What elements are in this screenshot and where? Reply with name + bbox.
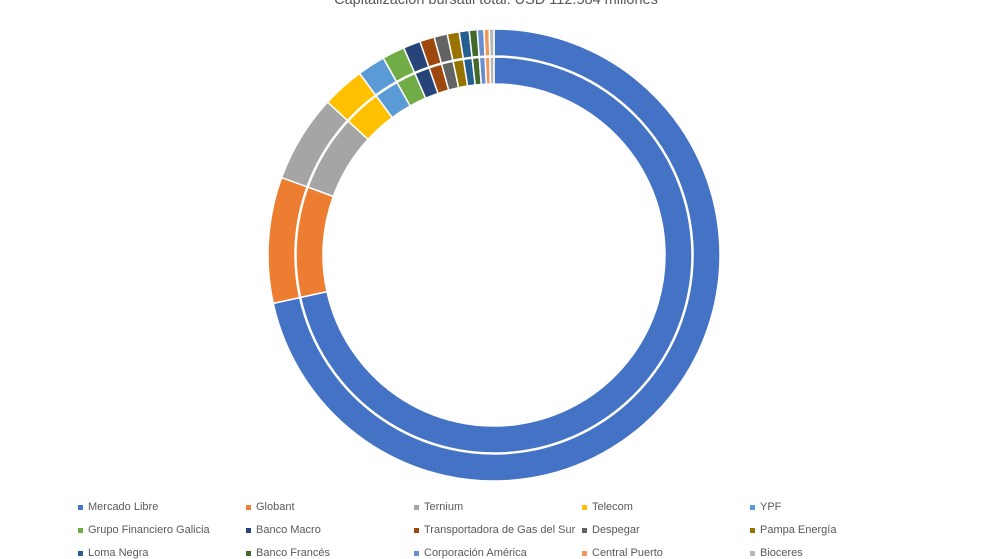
legend-label: Despegar bbox=[592, 524, 640, 536]
legend-item-globant[interactable]: Globant bbox=[246, 501, 295, 513]
chart-title: Capitalización bursátil total: USD 112.5… bbox=[334, 0, 658, 8]
legend-swatch bbox=[750, 504, 755, 510]
legend-label: Telecom bbox=[592, 501, 633, 513]
legend-item-ternium[interactable]: Ternium bbox=[414, 501, 463, 513]
legend-label: Corporación América bbox=[424, 547, 527, 559]
slice-bioceres-ring-1[interactable] bbox=[488, 28, 495, 57]
ring-outer bbox=[267, 28, 721, 482]
legend-label: Globant bbox=[256, 501, 295, 513]
legend-label: Transportadora de Gas del Sur bbox=[424, 524, 576, 536]
legend-label: Pampa Energía bbox=[760, 524, 837, 536]
ring-inner bbox=[295, 56, 693, 454]
legend-item-transportadora-de-gas-del-sur[interactable]: Transportadora de Gas del Sur bbox=[414, 524, 575, 536]
legend-item-ypf[interactable]: YPF bbox=[750, 501, 781, 513]
slice-mercado-libre-ring-1[interactable] bbox=[272, 28, 721, 482]
legend-item-grupo-financiero-galicia[interactable]: Grupo Financiero Galicia bbox=[78, 524, 210, 536]
legend-label: YPF bbox=[760, 501, 782, 513]
legend-label: Ternium bbox=[424, 501, 464, 513]
legend-item-banco-frances[interactable]: Banco Francés bbox=[246, 547, 330, 559]
legend-swatch bbox=[582, 550, 587, 556]
legend-swatch bbox=[750, 550, 755, 556]
legend-label: Banco Macro bbox=[256, 524, 321, 536]
legend-label: Bioceres bbox=[760, 547, 803, 559]
legend-item-despegar[interactable]: Despegar bbox=[582, 524, 640, 536]
legend-swatch bbox=[582, 504, 587, 510]
slice-mercado-libre-ring-2[interactable] bbox=[299, 56, 693, 454]
legend-item-telecom[interactable]: Telecom bbox=[582, 501, 633, 513]
legend-label: Banco Francés bbox=[256, 547, 330, 559]
legend-label: Mercado Libre bbox=[88, 501, 159, 513]
legend-swatch bbox=[246, 550, 251, 556]
legend-swatch bbox=[750, 527, 755, 533]
legend-swatch bbox=[246, 504, 251, 510]
doughnut-plot-area bbox=[267, 28, 721, 482]
legend-swatch bbox=[414, 504, 419, 510]
legend-swatch bbox=[78, 527, 83, 533]
legend-item-pampa-energia[interactable]: Pampa Energía bbox=[750, 524, 836, 536]
legend-swatch bbox=[246, 527, 251, 533]
legend-item-mercado-libre[interactable]: Mercado Libre bbox=[78, 501, 158, 513]
legend-swatch bbox=[582, 527, 587, 533]
legend-label: Loma Negra bbox=[88, 547, 149, 559]
slice-bioceres-ring-2[interactable] bbox=[489, 56, 495, 85]
legend-swatch bbox=[78, 504, 83, 510]
legend-swatch bbox=[414, 527, 419, 533]
legend-label: Grupo Financiero Galicia bbox=[88, 524, 210, 536]
legend-item-banco-macro[interactable]: Banco Macro bbox=[246, 524, 321, 536]
legend-item-corporacion-america[interactable]: Corporación América bbox=[414, 547, 527, 559]
legend-item-central-puerto[interactable]: Central Puerto bbox=[582, 547, 663, 559]
legend-label: Central Puerto bbox=[592, 547, 663, 559]
legend-item-loma-negra[interactable]: Loma Negra bbox=[78, 547, 149, 559]
legend-swatch bbox=[414, 550, 419, 556]
legend-swatch bbox=[78, 550, 83, 556]
legend-item-bioceres[interactable]: Bioceres bbox=[750, 547, 803, 559]
